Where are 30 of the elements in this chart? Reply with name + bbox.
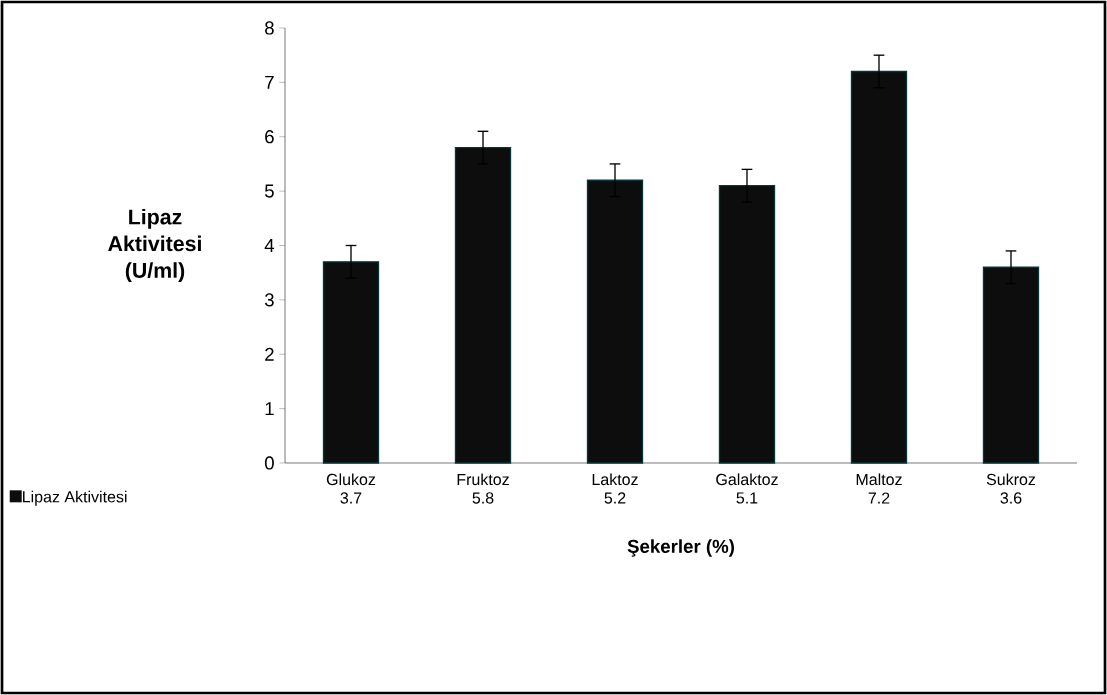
data-label: 5.8	[472, 492, 494, 504]
bar	[850, 70, 908, 464]
y-tick-label: 0	[264, 456, 274, 470]
bar	[586, 179, 644, 464]
y-tick-label: 6	[265, 130, 274, 144]
data-label: 7.2	[868, 492, 890, 504]
x-axis-title: Şekerler (%)	[627, 539, 734, 557]
bar	[718, 185, 776, 464]
y-tick-label: 4	[264, 239, 275, 252]
y-tick-label: 3	[264, 293, 274, 307]
y-tick-label: 2	[265, 347, 274, 361]
legend-label: Lipaz Aktivitesi	[23, 490, 127, 506]
x-tick-label: Fruktoz	[457, 473, 509, 486]
x-tick-label: Maltoz	[856, 473, 902, 486]
y-tick-label: 7	[265, 75, 274, 89]
data-label: 3.7	[340, 492, 362, 504]
y-tick-label: 5	[264, 184, 274, 198]
y-tick-label: 8	[265, 21, 274, 35]
x-tick-label: Galaktoz	[716, 473, 778, 486]
x-tick-label: Glukoz	[326, 473, 376, 486]
x-tick-label: Laktoz	[592, 473, 638, 486]
y-tick-label: 1	[265, 402, 274, 416]
bar	[322, 261, 380, 464]
x-tick-label: Sukroz	[986, 473, 1036, 486]
y-axis-title: Lipaz Aktivitesi (U/ml)	[108, 208, 201, 283]
data-label: 5.2	[604, 492, 626, 504]
data-label: 5.1	[736, 492, 758, 504]
data-label: 3.6	[1000, 492, 1022, 504]
bar	[982, 266, 1040, 464]
bar	[454, 146, 512, 464]
